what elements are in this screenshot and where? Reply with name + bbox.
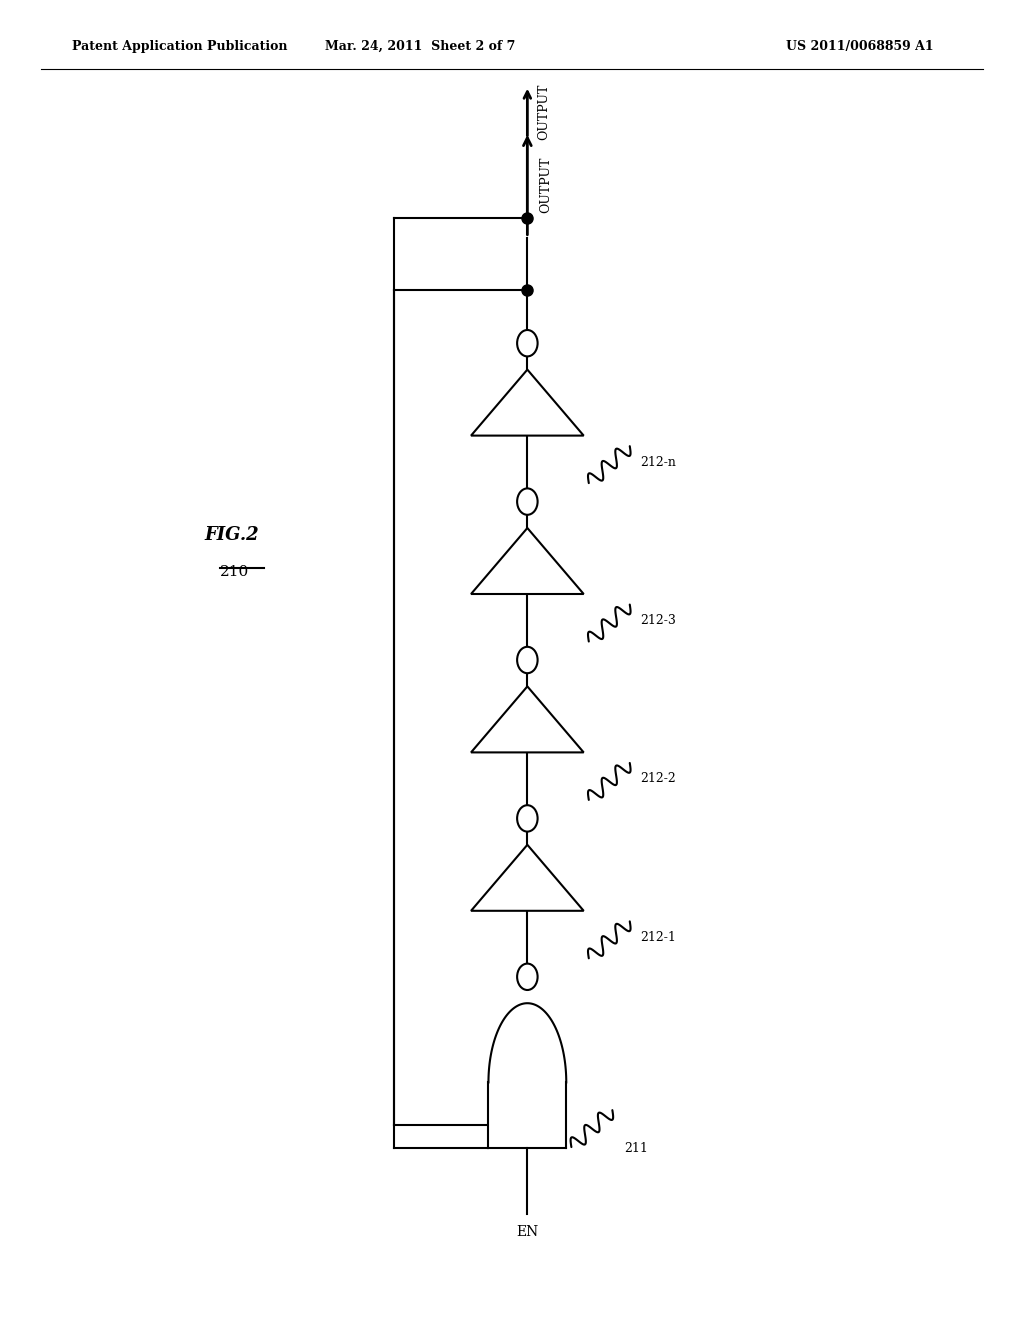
Text: 212-3: 212-3 bbox=[640, 614, 676, 627]
Text: Patent Application Publication: Patent Application Publication bbox=[72, 40, 287, 53]
Polygon shape bbox=[471, 845, 584, 911]
Circle shape bbox=[517, 488, 538, 515]
Polygon shape bbox=[471, 686, 584, 752]
Circle shape bbox=[517, 964, 538, 990]
Circle shape bbox=[517, 805, 538, 832]
Text: 212-2: 212-2 bbox=[640, 772, 676, 785]
Text: OUTPUT: OUTPUT bbox=[538, 84, 551, 140]
Circle shape bbox=[517, 330, 538, 356]
Text: US 2011/0068859 A1: US 2011/0068859 A1 bbox=[786, 40, 934, 53]
Text: 210: 210 bbox=[220, 565, 250, 579]
Circle shape bbox=[517, 647, 538, 673]
Text: 212-n: 212-n bbox=[640, 455, 676, 469]
Text: 211: 211 bbox=[625, 1142, 648, 1155]
Text: EN: EN bbox=[516, 1225, 539, 1239]
Text: 212-1: 212-1 bbox=[640, 931, 676, 944]
Text: Mar. 24, 2011  Sheet 2 of 7: Mar. 24, 2011 Sheet 2 of 7 bbox=[325, 40, 515, 53]
Text: FIG.2: FIG.2 bbox=[205, 525, 259, 544]
Polygon shape bbox=[471, 370, 584, 436]
Text: OUTPUT: OUTPUT bbox=[540, 157, 553, 213]
Polygon shape bbox=[471, 528, 584, 594]
